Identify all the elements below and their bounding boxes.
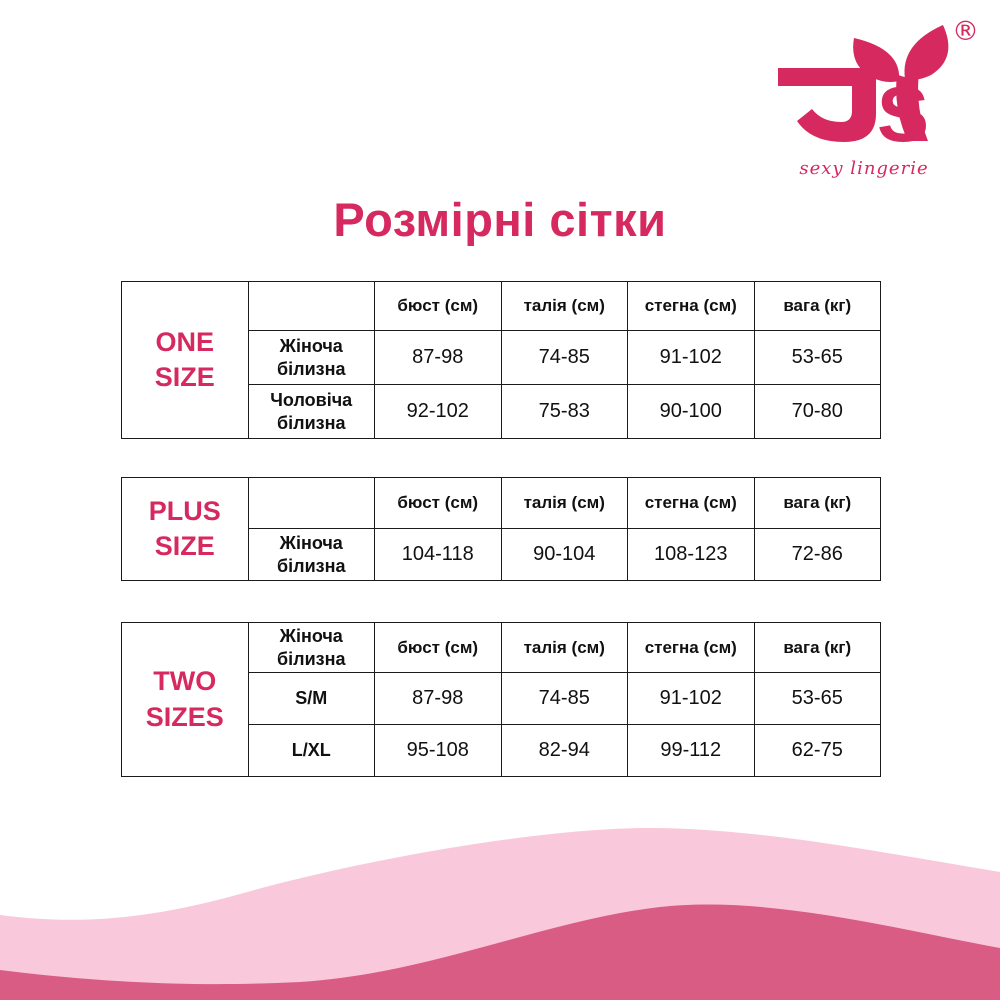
column-header-hips: стегна (см): [627, 281, 755, 331]
size-table-plus-size: PLUS SIZE бюст (см) талія (см) стегна (с…: [121, 477, 881, 581]
measurement-value: 75-83: [500, 384, 628, 439]
table-row: L/XL 95-108 82-94 99-112 62-75: [122, 724, 881, 777]
empty-header-cell: [247, 477, 375, 529]
leaf-icon: [904, 25, 949, 80]
table-row: Жіноча білизна 87-98 74-85 91-102 53-65: [122, 330, 881, 385]
column-header-waist: талія (см): [500, 622, 628, 673]
table-header-row: PLUS SIZE бюст (см) талія (см) стегна (с…: [121, 477, 881, 581]
measurement-value: 82-94: [500, 724, 628, 777]
table-header-row: ONE SIZE бюст (см) талія (см) стегна (см…: [121, 281, 881, 439]
measurement-value: 92-102: [374, 384, 502, 439]
measurement-value: 95-108: [374, 724, 502, 777]
measurement-value: 104-118: [374, 528, 502, 581]
size-table-two-sizes: TWO SIZES Жіноча білизна бюст (см) талія…: [121, 622, 881, 777]
size-group-label: TWO SIZES: [121, 622, 249, 777]
wave-dark-shape: [0, 904, 1000, 1000]
measurement-value: 87-98: [374, 330, 502, 385]
leaf-icon: [853, 38, 900, 82]
measurement-value: 72-86: [753, 528, 881, 581]
measurement-value: 87-98: [374, 672, 502, 725]
row-label: L/XL: [247, 724, 375, 777]
header-row-label: Жіноча білизна: [247, 622, 375, 673]
table-row: Чоловіча білизна 92-102 75-83 90-100 70-…: [122, 384, 881, 439]
wave-decoration: [0, 770, 1000, 1000]
size-group-label: ONE SIZE: [121, 281, 249, 439]
size-group-label: PLUS SIZE: [121, 477, 249, 581]
brand-tagline: sexy lingerie: [799, 158, 928, 179]
page-title: Розмірні сітки: [333, 193, 667, 246]
size-table-one-size: ONE SIZE бюст (см) талія (см) стегна (см…: [121, 281, 881, 439]
measurement-value: 74-85: [500, 330, 628, 385]
table-row: Жіноча білизна 104-118 90-104 108-123 72…: [122, 528, 881, 581]
measurement-value: 91-102: [627, 330, 755, 385]
measurement-value: 53-65: [753, 330, 881, 385]
table-header-row: TWO SIZES Жіноча білизна бюст (см) талія…: [121, 622, 881, 777]
column-header-bust: бюст (см): [374, 622, 502, 673]
column-header-hips: стегна (см): [627, 477, 755, 529]
column-header-hips: стегна (см): [627, 622, 755, 673]
column-header-waist: талія (см): [500, 477, 628, 529]
measurement-value: 108-123: [627, 528, 755, 581]
measurement-value: 99-112: [627, 724, 755, 777]
measurement-value: 74-85: [500, 672, 628, 725]
empty-header-cell: [247, 281, 375, 331]
row-label: Жіноча білизна: [247, 330, 375, 385]
row-label: Чоловіча білизна: [247, 384, 375, 439]
row-label: Жіноча білизна: [247, 528, 375, 581]
measurement-value: 90-100: [627, 384, 755, 439]
measurement-value: 90-104: [500, 528, 628, 581]
measurement-value: 70-80: [753, 384, 881, 439]
logo-letter-j: [778, 68, 876, 142]
column-header-waist: талія (см): [500, 281, 628, 331]
wave-light-shape: [0, 828, 1000, 1000]
column-header-weight: вага (кг): [753, 281, 881, 331]
column-header-bust: бюст (см): [374, 281, 502, 331]
measurement-value: 53-65: [753, 672, 881, 725]
column-header-bust: бюст (см): [374, 477, 502, 529]
row-label: S/M: [247, 672, 375, 725]
logo-letter-y-stem: [896, 72, 928, 141]
jsy-logo: S ® sexy lingerie: [756, 10, 996, 190]
measurement-value: 62-75: [753, 724, 881, 777]
column-header-weight: вага (кг): [753, 622, 881, 673]
registered-trademark-icon: ®: [952, 16, 979, 47]
measurement-value: 91-102: [627, 672, 755, 725]
column-header-weight: вага (кг): [753, 477, 881, 529]
